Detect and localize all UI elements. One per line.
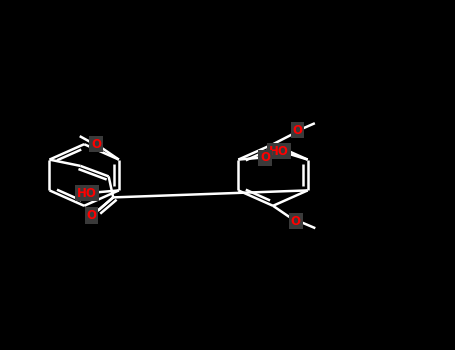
Text: O: O <box>86 209 96 222</box>
Text: HO: HO <box>77 187 97 200</box>
Text: HO: HO <box>269 145 289 158</box>
Text: O: O <box>291 215 301 228</box>
Text: O: O <box>293 124 303 137</box>
Text: O: O <box>91 138 101 151</box>
Text: O: O <box>260 151 270 164</box>
